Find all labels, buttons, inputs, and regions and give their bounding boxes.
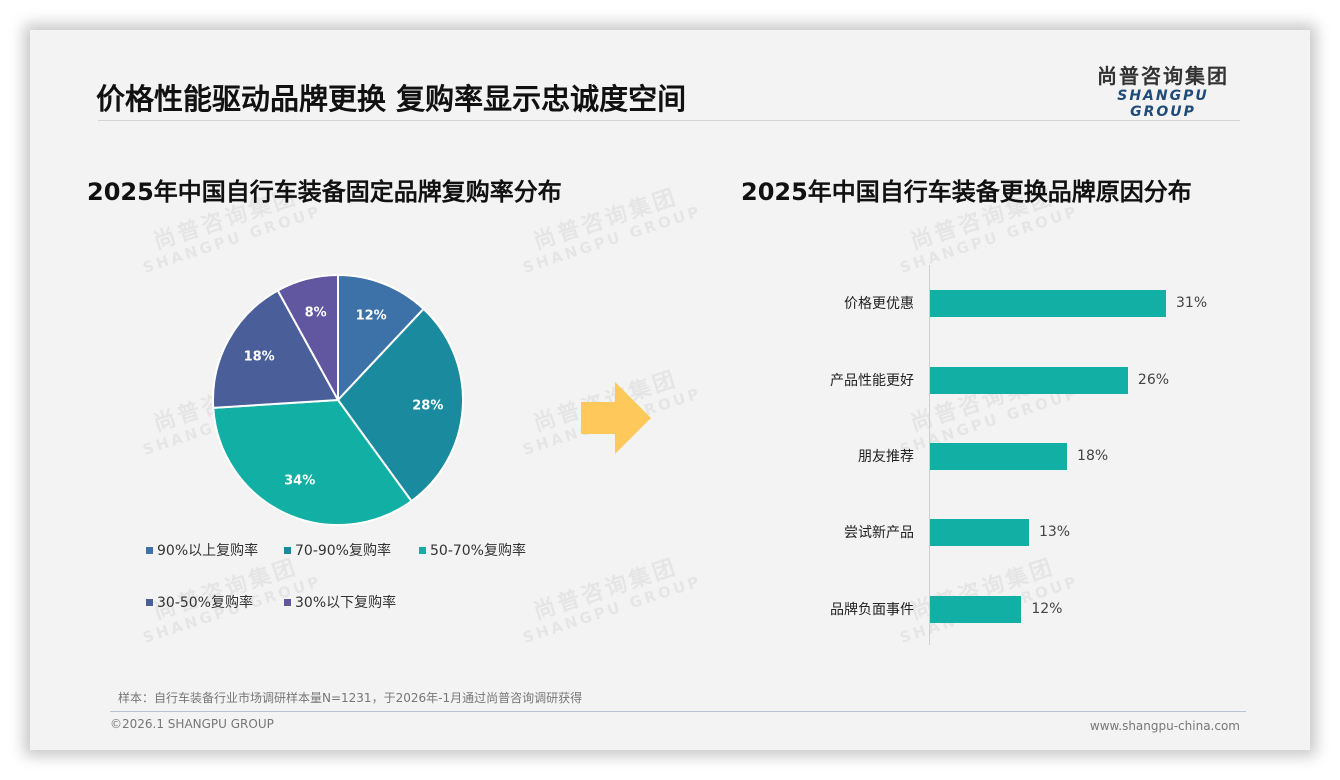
- sample-note: 样本：自行车装备行业市场调研样本量N=1231，于2026年-1月通过尚普咨询调…: [118, 691, 583, 705]
- bar-category-label: 产品性能更好: [830, 373, 914, 389]
- bar-value-label: 31%: [1176, 295, 1208, 311]
- bar: [930, 366, 1128, 394]
- legend-label: 30-50%复购率: [157, 595, 253, 611]
- legend-swatch: [146, 546, 153, 554]
- bar-row: 价格更优惠 31%: [750, 288, 1207, 318]
- slide: 尚普咨询集团 SHANGPU GROUP 尚普咨询集团 SHANGPU GROUP …: [30, 30, 1310, 750]
- legend-swatch: [284, 598, 291, 606]
- pie-slice-label: 12%: [355, 308, 387, 324]
- pie-chart-graphic: [212, 273, 464, 526]
- bar: [930, 595, 1022, 623]
- bar-category-label: 价格更优惠: [844, 296, 914, 312]
- legend-item: 90%以上复购率: [146, 540, 258, 560]
- pie-slice: [212, 289, 340, 409]
- legend-swatch: [419, 546, 426, 554]
- legend-item: 70-90%复购率: [284, 540, 391, 560]
- footer-divider: [110, 711, 1246, 712]
- pie-chart: 12% 28% 34% 18% 8%: [210, 272, 466, 528]
- legend-label: 50-70%复购率: [430, 543, 526, 559]
- brand-logo: 尚普咨询集团 SHANGPU GROUP: [1088, 64, 1238, 120]
- bar-chart-title: 2025年中国自行车装备更换品牌原因分布: [741, 178, 1192, 206]
- bar-row: 朋友推荐 18%: [750, 441, 1108, 471]
- bar-row: 品牌负面事件 12%: [750, 594, 1062, 624]
- legend-label: 70-90%复购率: [295, 543, 391, 559]
- pie-slice: [276, 273, 339, 401]
- bar: [930, 442, 1068, 470]
- legend-label: 30%以下复购率: [295, 595, 397, 611]
- bar-chart-axis: [929, 265, 930, 645]
- bar-value-label: 26%: [1137, 372, 1170, 388]
- pie-slice-label: 34%: [284, 473, 316, 489]
- legend-swatch: [146, 598, 153, 606]
- legend-item: 30-50%复购率: [146, 592, 253, 612]
- logo-english: SHANGPU GROUP: [1117, 88, 1209, 120]
- copyright: ©2026.1 SHANGPU GROUP: [110, 717, 274, 731]
- pie-slice-label: 18%: [243, 349, 275, 365]
- bar-category-label: 朋友推荐: [858, 449, 914, 465]
- legend-item: 30%以下复购率: [284, 592, 396, 612]
- bar-row: 产品性能更好 26%: [750, 365, 1169, 395]
- pie-slice-label: 8%: [304, 305, 327, 321]
- legend-swatch: [284, 546, 291, 554]
- pie-slice: [337, 273, 425, 403]
- bar: [930, 289, 1166, 317]
- logo-chinese: 尚普咨询集团: [1097, 64, 1229, 88]
- pie-chart-title: 2025年中国自行车装备固定品牌复购率分布: [87, 178, 562, 206]
- right-arrow-icon: [581, 382, 651, 454]
- pie-slice: [336, 307, 464, 503]
- pie-slice: [212, 398, 413, 526]
- bar-value-label: 13%: [1038, 524, 1071, 540]
- website-link[interactable]: www.shangpu-china.com: [1089, 719, 1240, 733]
- bar-value-label: 12%: [1031, 601, 1063, 617]
- legend-item: 50-70%复购率: [419, 540, 526, 560]
- page-title: 价格性能驱动品牌更换 复购率显示忠诚度空间: [96, 82, 687, 116]
- legend-label: 90%以上复购率: [157, 543, 259, 559]
- bar: [930, 518, 1029, 546]
- bar-category-label: 尝试新产品: [844, 525, 914, 541]
- bar-value-label: 18%: [1077, 448, 1109, 464]
- bar-category-label: 品牌负面事件: [830, 602, 914, 618]
- title-divider: [98, 120, 1240, 121]
- pie-slice-label: 28%: [412, 398, 444, 414]
- bar-row: 尝试新产品 13%: [750, 517, 1070, 547]
